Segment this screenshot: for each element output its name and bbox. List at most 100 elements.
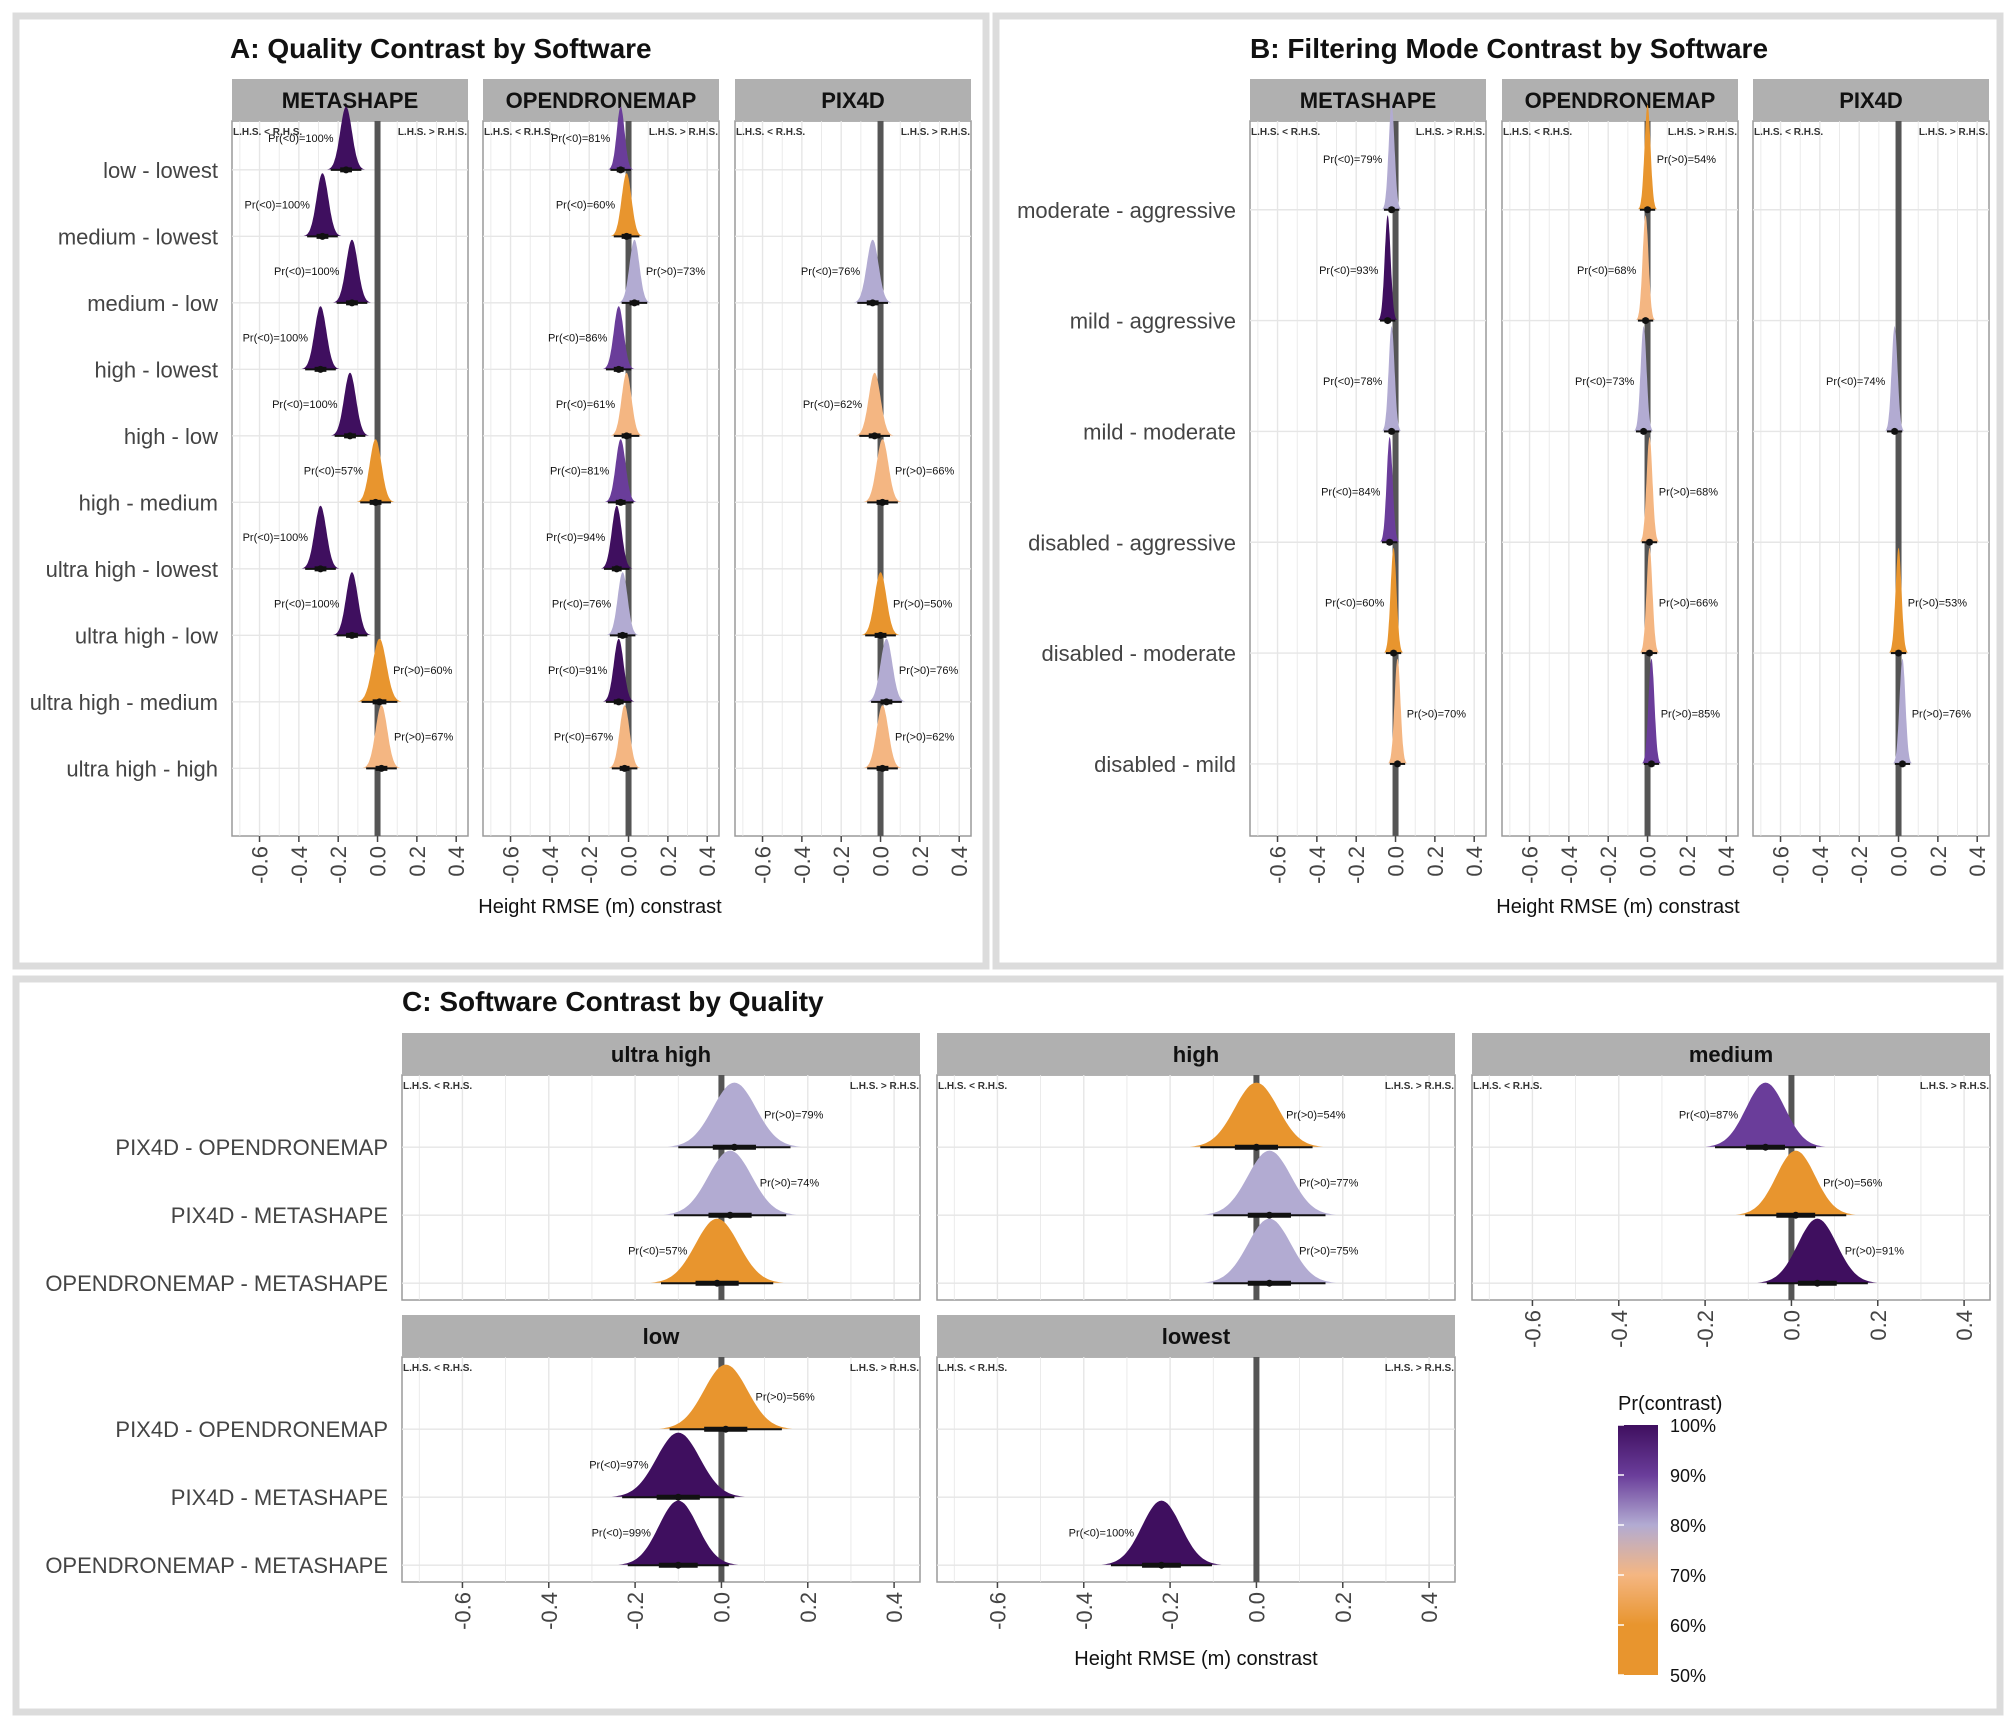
lhs-lt-note: L.H.S. < R.H.S. — [1251, 127, 1320, 138]
row-label: moderate - aggressive — [1017, 198, 1236, 223]
facet-strip-label: METASHAPE — [282, 88, 419, 113]
point-estimate — [1647, 760, 1655, 768]
lhs-gt-note: L.H.S. > R.H.S. — [850, 1081, 919, 1092]
density-curve — [1634, 326, 1653, 431]
density-curve — [661, 1150, 800, 1215]
tick-label: -0.6 — [248, 846, 273, 884]
point-estimate — [317, 365, 324, 373]
point-estimate — [1157, 1561, 1165, 1569]
facet-metashape: METASHAPE L.H.S. < R.H.S. L.H.S. > R.H.S. P… — [1249, 79, 1487, 884]
point-estimate — [342, 166, 350, 174]
tick-label: 0.2 — [1423, 846, 1448, 877]
probability-label: Pr(<0)=57% — [628, 1246, 688, 1258]
point-estimate — [1390, 649, 1398, 657]
facet-high: high L.H.S. < R.H.S. L.H.S. > R.H.S. Pr(>0)… — [936, 1033, 1456, 1301]
probability-label: Pr(>0)=76% — [899, 665, 959, 677]
row-label: ultra high - lowest — [46, 557, 218, 582]
tick-label: -0.6 — [499, 846, 524, 884]
tick-label: -0.2 — [577, 846, 602, 884]
legend: Pr(contrast)100% 90% 80% 70% 60% 50% — [1618, 1393, 1722, 1686]
facet-strip-label: low — [643, 1324, 681, 1349]
facet-strip — [735, 79, 971, 121]
density-curve — [301, 505, 340, 569]
tick-label: 0.4 — [947, 846, 972, 877]
lhs-gt-note: L.H.S. > R.H.S. — [1668, 127, 1737, 138]
point-estimate — [617, 498, 625, 506]
row-label: mild - aggressive — [1070, 309, 1236, 334]
legend-label: 70% — [1670, 1566, 1706, 1586]
row-label: low - lowest — [103, 158, 218, 183]
probability-label: Pr(>0)=76% — [1912, 708, 1972, 720]
density-curve — [362, 705, 401, 768]
tick-label: -0.6 — [450, 1592, 475, 1630]
probability-label: Pr(>0)=77% — [1299, 1178, 1359, 1190]
tick-label: 0.4 — [1965, 846, 1990, 877]
probability-label: Pr(>0)=54% — [1286, 1110, 1346, 1122]
density-curve — [303, 173, 342, 236]
density-curve — [648, 1218, 787, 1283]
panel-c-frame — [12, 975, 2004, 1716]
probability-label: Pr(>0)=79% — [764, 1110, 824, 1122]
tick-label: -0.2 — [326, 846, 351, 884]
point-estimate — [1644, 206, 1652, 214]
panel-title: A: Quality Contrast by Software — [230, 33, 652, 64]
density-curve — [609, 1432, 748, 1497]
probability-label: Pr(>0)=56% — [1823, 1178, 1883, 1190]
point-estimate — [617, 166, 625, 174]
row-label: PIX4D - METASHAPE — [171, 1203, 388, 1228]
point-estimate — [879, 764, 886, 772]
facet-strip-label: medium — [1689, 1042, 1773, 1067]
row-label: ultra high - high — [66, 756, 218, 781]
density-curve — [665, 1082, 804, 1147]
probability-label: Pr(>0)=66% — [1659, 598, 1719, 610]
probability-label: Pr(>0)=73% — [646, 266, 706, 278]
facet-strip-label: ultra high — [611, 1042, 711, 1067]
panel-b: B: Filtering Mode Contrast by Software ME… — [1017, 33, 1990, 918]
tick-label: -0.2 — [1596, 846, 1621, 884]
row-label: disabled - aggressive — [1028, 530, 1236, 555]
row-label: disabled - moderate — [1042, 641, 1236, 666]
probability-label: Pr(<0)=81% — [550, 465, 610, 477]
density-curve — [601, 505, 633, 569]
tick-label: -0.4 — [537, 1592, 562, 1630]
probability-label: Pr(>0)=54% — [1657, 154, 1717, 166]
tick-label: 0.0 — [1636, 846, 1661, 877]
facet-metashape: METASHAPE L.H.S. < R.H.S. L.H.S. > R.H.S. P… — [231, 79, 469, 884]
lhs-gt-note: L.H.S. > R.H.S. — [1385, 1363, 1454, 1374]
point-estimate — [317, 565, 324, 573]
row-label: high - low — [124, 424, 218, 449]
facet-plot-area — [936, 1074, 1456, 1301]
panel-b-frame — [992, 12, 2004, 970]
facet-strip-label: OPENDRONEMAP — [1525, 88, 1716, 113]
probability-label: Pr(<0)=76% — [801, 266, 861, 278]
tick-label: -0.4 — [1305, 846, 1330, 884]
density-curve — [863, 705, 902, 768]
probability-label: Pr(>0)=68% — [1659, 487, 1719, 499]
density-curve — [1382, 104, 1401, 210]
probability-label: Pr(<0)=73% — [1575, 376, 1635, 388]
density-curve — [1388, 658, 1407, 764]
probability-label: Pr(<0)=100% — [268, 133, 334, 145]
tick-label: 0.0 — [1244, 1592, 1269, 1623]
probability-label: Pr(>0)=85% — [1661, 708, 1721, 720]
tick-label: 0.4 — [1714, 846, 1739, 877]
density-curve — [1885, 326, 1904, 431]
density-curve — [301, 306, 340, 369]
probability-label: Pr(<0)=94% — [546, 532, 606, 544]
density-curve — [1755, 1218, 1880, 1283]
density-curve — [1099, 1500, 1224, 1565]
point-estimate — [674, 1493, 682, 1501]
row-label: PIX4D - OPENDRONEMAP — [115, 1135, 388, 1160]
facet-strip-label: OPENDRONEMAP — [506, 88, 697, 113]
point-estimate — [621, 764, 629, 772]
tick-label: -0.4 — [1557, 846, 1582, 884]
facet-strip — [402, 1033, 920, 1075]
probability-label: Pr(<0)=100% — [245, 199, 311, 211]
probability-label: Pr(<0)=74% — [1826, 376, 1886, 388]
lhs-lt-note: L.H.S. < R.H.S. — [1754, 127, 1823, 138]
facet-strip — [402, 1315, 920, 1357]
row-label: OPENDRONEMAP - METASHAPE — [45, 1271, 388, 1296]
density-curve — [610, 173, 643, 236]
density-curve — [1638, 104, 1657, 210]
probability-label: Pr(<0)=93% — [1319, 265, 1379, 277]
